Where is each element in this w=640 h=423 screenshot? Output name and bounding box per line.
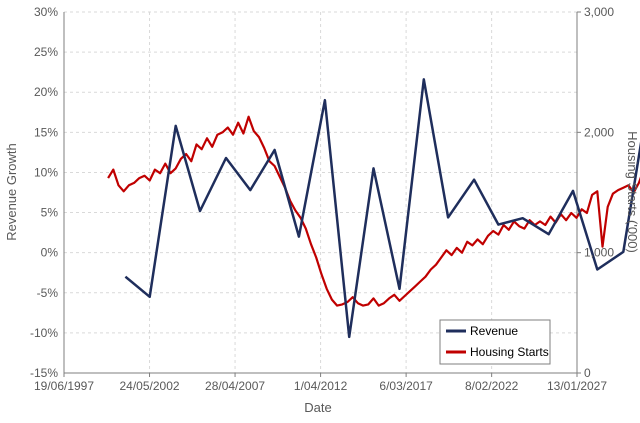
x-axis-title: Date — [304, 400, 331, 415]
y-tick-label: 25% — [34, 45, 58, 59]
y-tick-label: 5% — [41, 206, 59, 220]
axes — [63, 11, 581, 377]
y-tick-label: 30% — [34, 5, 58, 19]
y2-tick-label: 2,000 — [584, 125, 614, 139]
series-line-housing-starts — [107, 115, 640, 307]
legend: Revenue Housing Starts — [439, 319, 551, 365]
x-tick-label: 28/04/2007 — [205, 379, 265, 393]
x-tick-label: 19/06/1997 — [34, 379, 94, 393]
x-tick-label: 24/05/2002 — [119, 379, 179, 393]
y2-tick-label: 3,000 — [584, 5, 614, 19]
legend-label-housing-starts: Housing Starts — [470, 345, 549, 359]
x-tick-label: 8/02/2022 — [465, 379, 519, 393]
y-tick-label: 0% — [41, 246, 59, 260]
tick-labels: 30% 25% 20% 15% 10% 5% 0% -5% -10% -15%19/06/1997… — [30, 5, 614, 393]
y2-tick-label: 1,000 — [584, 246, 614, 260]
y2-tick-label: 0 — [584, 366, 591, 380]
y-tick-label: -15% — [30, 366, 58, 380]
y-tick-label: 15% — [34, 125, 58, 139]
x-tick-label: 6/03/2017 — [379, 379, 433, 393]
series-layer — [107, 78, 640, 339]
legend-box — [439, 319, 551, 365]
y-axis-title: Revenue Growth — [4, 143, 19, 241]
series-line-revenue — [124, 78, 640, 339]
legend-label-revenue: Revenue — [470, 324, 518, 338]
x-tick-label: 1/04/2012 — [294, 379, 348, 393]
gridlines — [64, 11, 577, 373]
y-tick-label: 10% — [34, 165, 58, 179]
x-tick-label: 13/01/2027 — [547, 379, 607, 393]
y-tick-label: -5% — [37, 286, 59, 300]
y-tick-label: -10% — [30, 326, 58, 340]
y2-axis-title: Housing Starts ('000) — [625, 131, 640, 253]
y-tick-label: 20% — [34, 85, 58, 99]
